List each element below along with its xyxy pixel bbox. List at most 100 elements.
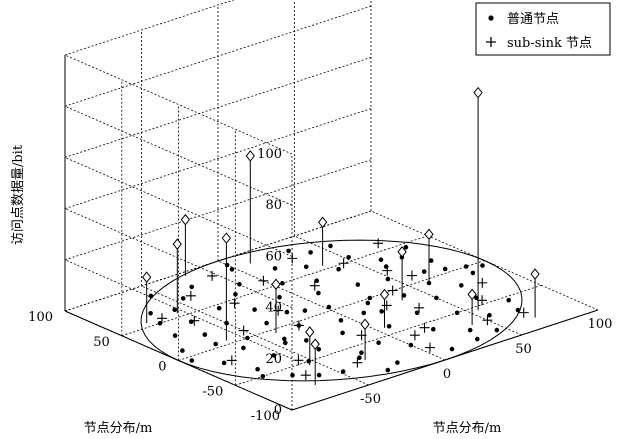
normal-node-point: [245, 335, 250, 341]
subsink-node-point: [338, 258, 349, 269]
normal-node-point: [449, 346, 455, 352]
subsink-node-point: [300, 370, 311, 381]
grid-floor-x: [294, 235, 522, 336]
normal-node-point: [428, 258, 434, 263]
subsink-node-point: [477, 295, 488, 306]
subsink-node-point: [229, 298, 240, 309]
normal-node-point: [304, 338, 309, 343]
z-tick-label: 60: [265, 249, 282, 264]
subsink-node-point: [258, 275, 269, 286]
subsink-node-point: [156, 313, 167, 324]
subsink-node-point: [381, 300, 392, 311]
normal-node-point: [306, 359, 312, 364]
grid-back-wall-h: [64, 0, 235, 56]
subsink-node-point: [477, 277, 488, 288]
subsink-node-point: [238, 325, 249, 336]
x-axis-label: 节点分布/m: [84, 421, 153, 436]
normal-node-point: [401, 293, 407, 298]
normal-node-point: [442, 266, 448, 272]
normal-node-point: [454, 310, 460, 316]
normal-node-point: [224, 262, 230, 268]
grid-left-wall-h: [64, 259, 293, 360]
normal-node-point: [357, 355, 362, 361]
normal-node-point: [367, 295, 373, 301]
legend: 普通节点 sub-sink 节点: [475, 2, 611, 56]
normal-node-point: [316, 290, 321, 296]
access-point-marker: [180, 213, 191, 226]
x-tick-label: 0: [443, 367, 451, 382]
normal-node-point: [336, 266, 341, 272]
subsink-node-point: [424, 342, 435, 353]
normal-node-point: [480, 263, 485, 268]
normal-node-point: [252, 307, 257, 312]
normal-node-point: [148, 311, 153, 316]
normal-node-point: [470, 270, 476, 276]
grid-floor-x: [217, 260, 446, 361]
normal-node-point: [463, 264, 469, 269]
normal-node-point: [316, 347, 322, 352]
grid-left-wall-h: [64, 54, 293, 155]
grid-floor-y: [178, 260, 485, 361]
y-tick-label: -50: [202, 384, 223, 399]
normal-node-point: [506, 297, 512, 303]
subsink-node-point: [293, 355, 304, 366]
access-point-marker: [305, 326, 315, 338]
boundary-circle: [140, 239, 523, 382]
grid-left-wall-h: [64, 105, 293, 206]
legend-label-normal: 普通节点: [507, 12, 559, 27]
x-tick-label: 100: [588, 317, 613, 332]
normal-node-point: [431, 326, 436, 332]
y-tick-label: -100: [251, 409, 280, 424]
normal-node-point: [475, 336, 480, 342]
normal-node-point: [264, 320, 269, 326]
normal-node-point: [316, 372, 322, 378]
normal-node-point: [414, 310, 420, 316]
access-point-marker: [310, 338, 320, 350]
z-tick-label: 20: [265, 352, 282, 367]
legend-label-subsink: sub-sink 节点: [507, 36, 592, 51]
normal-node-point: [180, 296, 186, 301]
subsink-node-point: [273, 305, 284, 316]
normal-node-point: [303, 264, 309, 270]
subsink-node-point: [414, 302, 425, 313]
z-tick-label: 100: [257, 147, 282, 162]
normal-node-point: [365, 300, 371, 306]
grid-back-wall-h: [64, 159, 372, 261]
normal-node-point: [280, 281, 285, 286]
normal-node-point: [202, 332, 208, 337]
normal-node-point: [361, 310, 367, 316]
subsink-node-point: [226, 355, 237, 366]
normal-node-point: [255, 367, 260, 372]
data-points: [142, 86, 540, 386]
subsink-node-point: [382, 265, 393, 276]
z-axis-label: 访问点数据量/bit: [11, 144, 26, 245]
grid-floor-x: [141, 285, 369, 386]
normal-node-point: [172, 333, 178, 338]
normal-node-point: [286, 248, 291, 254]
normal-node-point: [188, 319, 194, 325]
access-point-marker: [397, 245, 407, 258]
normal-node-point: [386, 324, 392, 329]
legend-dot-marker: [488, 15, 494, 21]
normal-node-point: [395, 360, 400, 365]
normal-node-point: [515, 307, 521, 313]
normal-node-point: [328, 243, 333, 249]
subsink-node-point: [518, 307, 529, 318]
grid-left-wall-h: [64, 208, 293, 308]
normal-node-point: [282, 336, 287, 342]
normal-node-point: [189, 358, 195, 363]
subsink-node-point: [189, 315, 200, 326]
normal-node-point: [408, 342, 414, 348]
x-tick-label: -50: [360, 392, 381, 407]
grid-floor-y: [235, 284, 542, 386]
normal-node-point: [355, 282, 361, 287]
normal-node-point: [467, 327, 473, 333]
access-point-marker: [172, 238, 182, 250]
normal-node-point: [221, 360, 227, 366]
normal-node-point: [180, 348, 185, 353]
access-point-marker: [360, 318, 370, 331]
subsink-node-point: [406, 270, 417, 281]
subsink-node-point: [185, 290, 196, 301]
y-tick-label: 100: [28, 310, 53, 325]
normal-node-point: [233, 292, 238, 297]
